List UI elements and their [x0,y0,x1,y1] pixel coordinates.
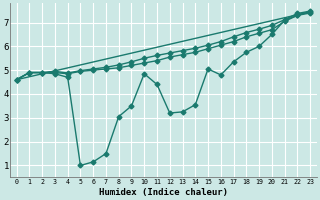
X-axis label: Humidex (Indice chaleur): Humidex (Indice chaleur) [99,188,228,197]
